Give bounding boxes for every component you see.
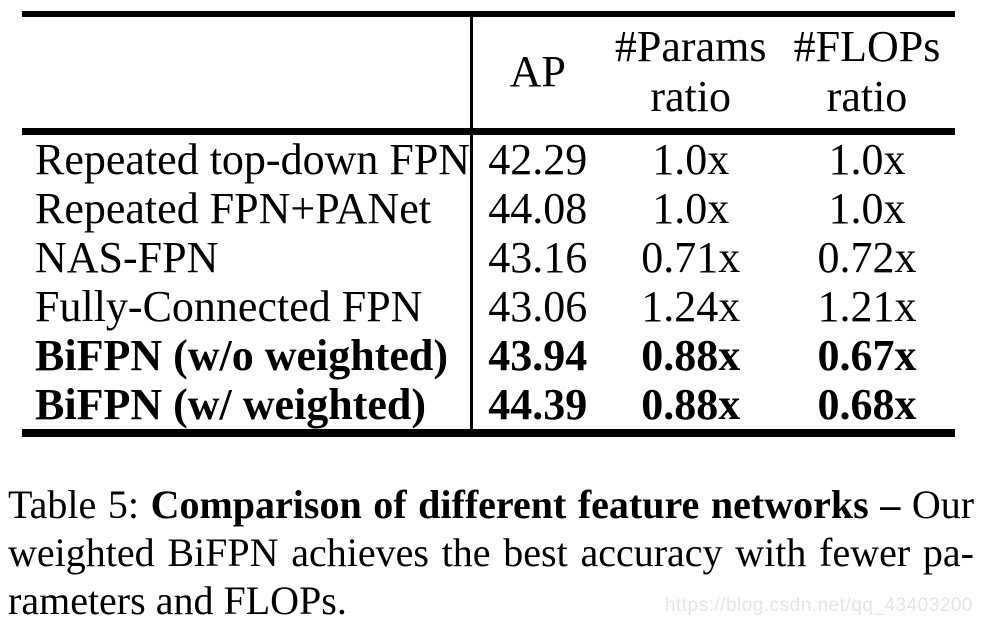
cell-method: BiFPN (w/o weighted) [35,331,449,380]
caption-label: Table 5: [8,482,139,527]
cell-method: Fully-Connected FPN [35,282,423,331]
params-header-line1: #Params [614,22,767,71]
cell-flops-ratio: 0.72x [817,233,917,282]
cell-params-ratio: 1.0x [652,184,730,233]
cell-flops-ratio: 1.0x [828,184,906,233]
caption-line-2: weighted BiFPN achieves the best accurac… [8,530,974,575]
table-row: NAS-FPN 43.16 0.71x 0.72x [22,233,955,282]
cell-ap: 42.29 [470,131,603,184]
header-row: AP #Params ratio #FLOPs ratio [22,14,955,135]
cell-flops-ratio: 1.21x [817,282,917,331]
cell-method: Repeated top-down FPN [35,135,471,184]
cell-flops-ratio: 0.67x [817,331,917,380]
cell-params-ratio: 0.88x [641,380,741,429]
cell-ap: 43.06 [470,282,603,331]
col-header-ap: AP [470,14,603,135]
table-row: Repeated FPN+PANet 44.08 1.0x 1.0x [22,184,955,233]
cell-ap: 43.16 [470,233,603,282]
caption-line1-rest: Our [911,482,975,527]
flops-header-line2: ratio [826,72,908,121]
cell-method: Repeated FPN+PANet [35,184,431,233]
params-header-line2: ratio [650,72,732,121]
cell-method: BiFPN (w/ weighted) [35,380,427,429]
flops-header-line1: #FLOPs [793,22,941,71]
corner-cell [22,14,472,135]
cell-params-ratio: 0.71x [641,233,741,282]
table-row: BiFPN (w/o weighted) 43.94 0.88x 0.67x [22,331,955,380]
col-header-flops-ratio: #FLOPs ratio [778,14,955,135]
cell-ap: 43.94 [470,331,603,380]
caption-title-bold: Comparison of different feature networks… [150,482,901,527]
caption-line-1: Table 5: Comparison of different feature… [8,481,974,529]
col-header-params-ratio: #Params ratio [602,14,779,135]
table-row: Repeated top-down FPN 42.29 1.0x 1.0x [22,131,955,184]
table-row: Fully-Connected FPN 43.06 1.24x 1.21x [22,282,955,331]
cell-flops-ratio: 1.0x [828,135,906,184]
cell-ap: 44.08 [470,184,603,233]
cell-params-ratio: 1.24x [641,282,741,331]
table-row: BiFPN (w/ weighted) 44.39 0.88x 0.68x [22,380,955,433]
cell-ap: 44.39 [470,380,603,433]
cell-params-ratio: 1.0x [652,135,730,184]
cell-method: NAS-FPN [35,233,219,282]
cell-flops-ratio: 0.68x [817,380,917,429]
table-caption: Table 5: Comparison of different feature… [8,481,974,625]
feature-networks-table: AP #Params ratio #FLOPs ratio Repeated t… [22,11,955,437]
cell-params-ratio: 0.88x [641,331,741,380]
caption-line-3: rameters and FLOPs. [8,578,347,623]
watermark-url: https://blog.csdn.net/qq_43403200 [664,595,973,616]
